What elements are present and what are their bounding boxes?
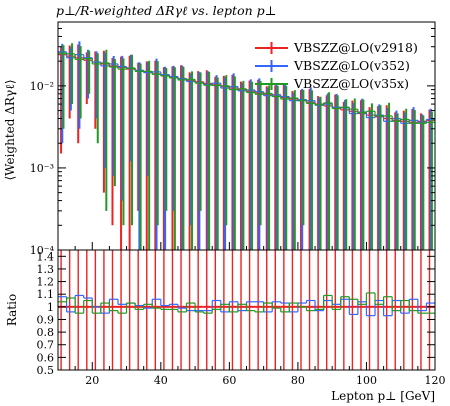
main-panel: 10⁻² 10⁻³ 10⁻⁴ ⟨Weighted ΔRγℓ⟩ (3, 21, 436, 257)
ratio-y-tick-label: 0.7 (37, 339, 55, 352)
ratio-y-tick-label: 1.1 (37, 288, 55, 301)
x-tick-label: 100 (356, 374, 377, 387)
ratio-y-tick-label: 0.6 (37, 351, 55, 364)
x-tick-label: 80 (291, 374, 305, 387)
y-tick-label: 10⁻⁴ (30, 244, 55, 257)
ratio-y-tick-label: 0.5 (37, 364, 55, 377)
ratio-y-tick-label: 0.9 (37, 313, 55, 326)
ratio-y-tick-label: 1.3 (37, 263, 55, 276)
x-tick-label: 60 (222, 374, 236, 387)
ratio-y-tick-label: 0.8 (37, 326, 55, 339)
legend-label: VBSZZ@LO(v2918) (293, 40, 418, 55)
ratio-y-tick-label: 1 (47, 301, 54, 314)
y-tick-label: 10⁻² (30, 80, 54, 93)
legend-label: VBSZZ@LO(v35x) (293, 76, 409, 91)
legend: VBSZZ@LO(v2918) VBSZZ@LO(v352) VBSZZ@LO(v3… (255, 40, 418, 91)
x-axis-label: Lepton p⊥ [GeV] (331, 389, 435, 403)
ratio-panel: 0.50.60.70.80.911.11.21.31.4 20 40 60 80 100… (5, 242, 446, 403)
main-y-label: ⟨Weighted ΔRγℓ⟩ (3, 79, 17, 180)
ratio-y-tick-label: 1.4 (37, 250, 55, 263)
x-tick-label: 20 (85, 374, 99, 387)
ratio-y-label: Ratio (5, 294, 19, 326)
y-tick-label: 10⁻³ (30, 162, 54, 175)
legend-label: VBSZZ@LO(v352) (293, 58, 410, 73)
ratio-y-tick-label: 1.2 (37, 276, 55, 289)
x-tick-label: 120 (425, 374, 446, 387)
chart-title: p⊥/R-weighted ΔRγℓ vs. lepton p⊥ (56, 3, 276, 18)
x-tick-label: 40 (154, 374, 168, 387)
